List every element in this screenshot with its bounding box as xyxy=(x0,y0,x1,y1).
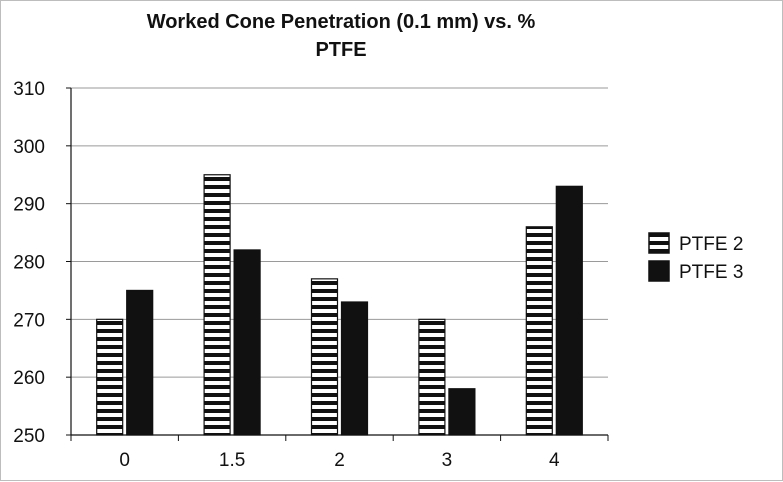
y-tick-label-250: 250 xyxy=(13,426,45,447)
bar-ptfe-2-0 xyxy=(96,318,124,436)
y-tick-label-310: 310 xyxy=(13,79,45,100)
bar-ptfe-2-1.5 xyxy=(203,174,231,436)
y-tick-label-260: 260 xyxy=(13,368,45,389)
gridlines xyxy=(71,87,608,378)
x-tick-label-4: 4 xyxy=(549,450,560,471)
y-tick-labels: 250 260 270 280 290 300 310 xyxy=(13,79,45,447)
x-tick-label-1.5: 1.5 xyxy=(219,450,245,471)
chart-title-line-2: PTFE xyxy=(315,39,366,61)
legend-label-ptfe-2: PTFE 2 xyxy=(679,234,743,255)
bar-ptfe-2-3 xyxy=(418,318,446,436)
bar-ptfe-3-2 xyxy=(340,301,369,436)
bar-ptfe-2-2 xyxy=(310,278,339,436)
x-tick-labels: 0 1.5 2 3 4 xyxy=(119,450,560,471)
bar-ptfe-3-3 xyxy=(448,388,476,436)
bars xyxy=(96,174,583,436)
x-tick-label-2: 2 xyxy=(334,450,345,471)
y-tick-label-280: 280 xyxy=(13,253,45,274)
bar-ptfe-3-1.5 xyxy=(233,249,261,436)
y-tick-label-290: 290 xyxy=(13,195,45,216)
y-tick-label-300: 300 xyxy=(13,137,45,158)
bar-ptfe-3-0 xyxy=(126,289,154,436)
axes xyxy=(66,87,609,441)
legend: PTFE 2 PTFE 3 xyxy=(648,232,743,283)
x-tick-label-0: 0 xyxy=(119,450,130,471)
bar-ptfe-2-4 xyxy=(525,226,553,436)
bar-ptfe-3-4 xyxy=(555,185,583,436)
legend-swatch-ptfe-3 xyxy=(648,260,670,282)
legend-swatch-ptfe-2 xyxy=(648,232,670,254)
x-tick-label-3: 3 xyxy=(442,450,453,471)
y-tick-label-270: 270 xyxy=(13,310,45,331)
legend-label-ptfe-3: PTFE 3 xyxy=(679,262,743,283)
chart-title-line-1: Worked Cone Penetration (0.1 mm) vs. % xyxy=(147,11,536,33)
